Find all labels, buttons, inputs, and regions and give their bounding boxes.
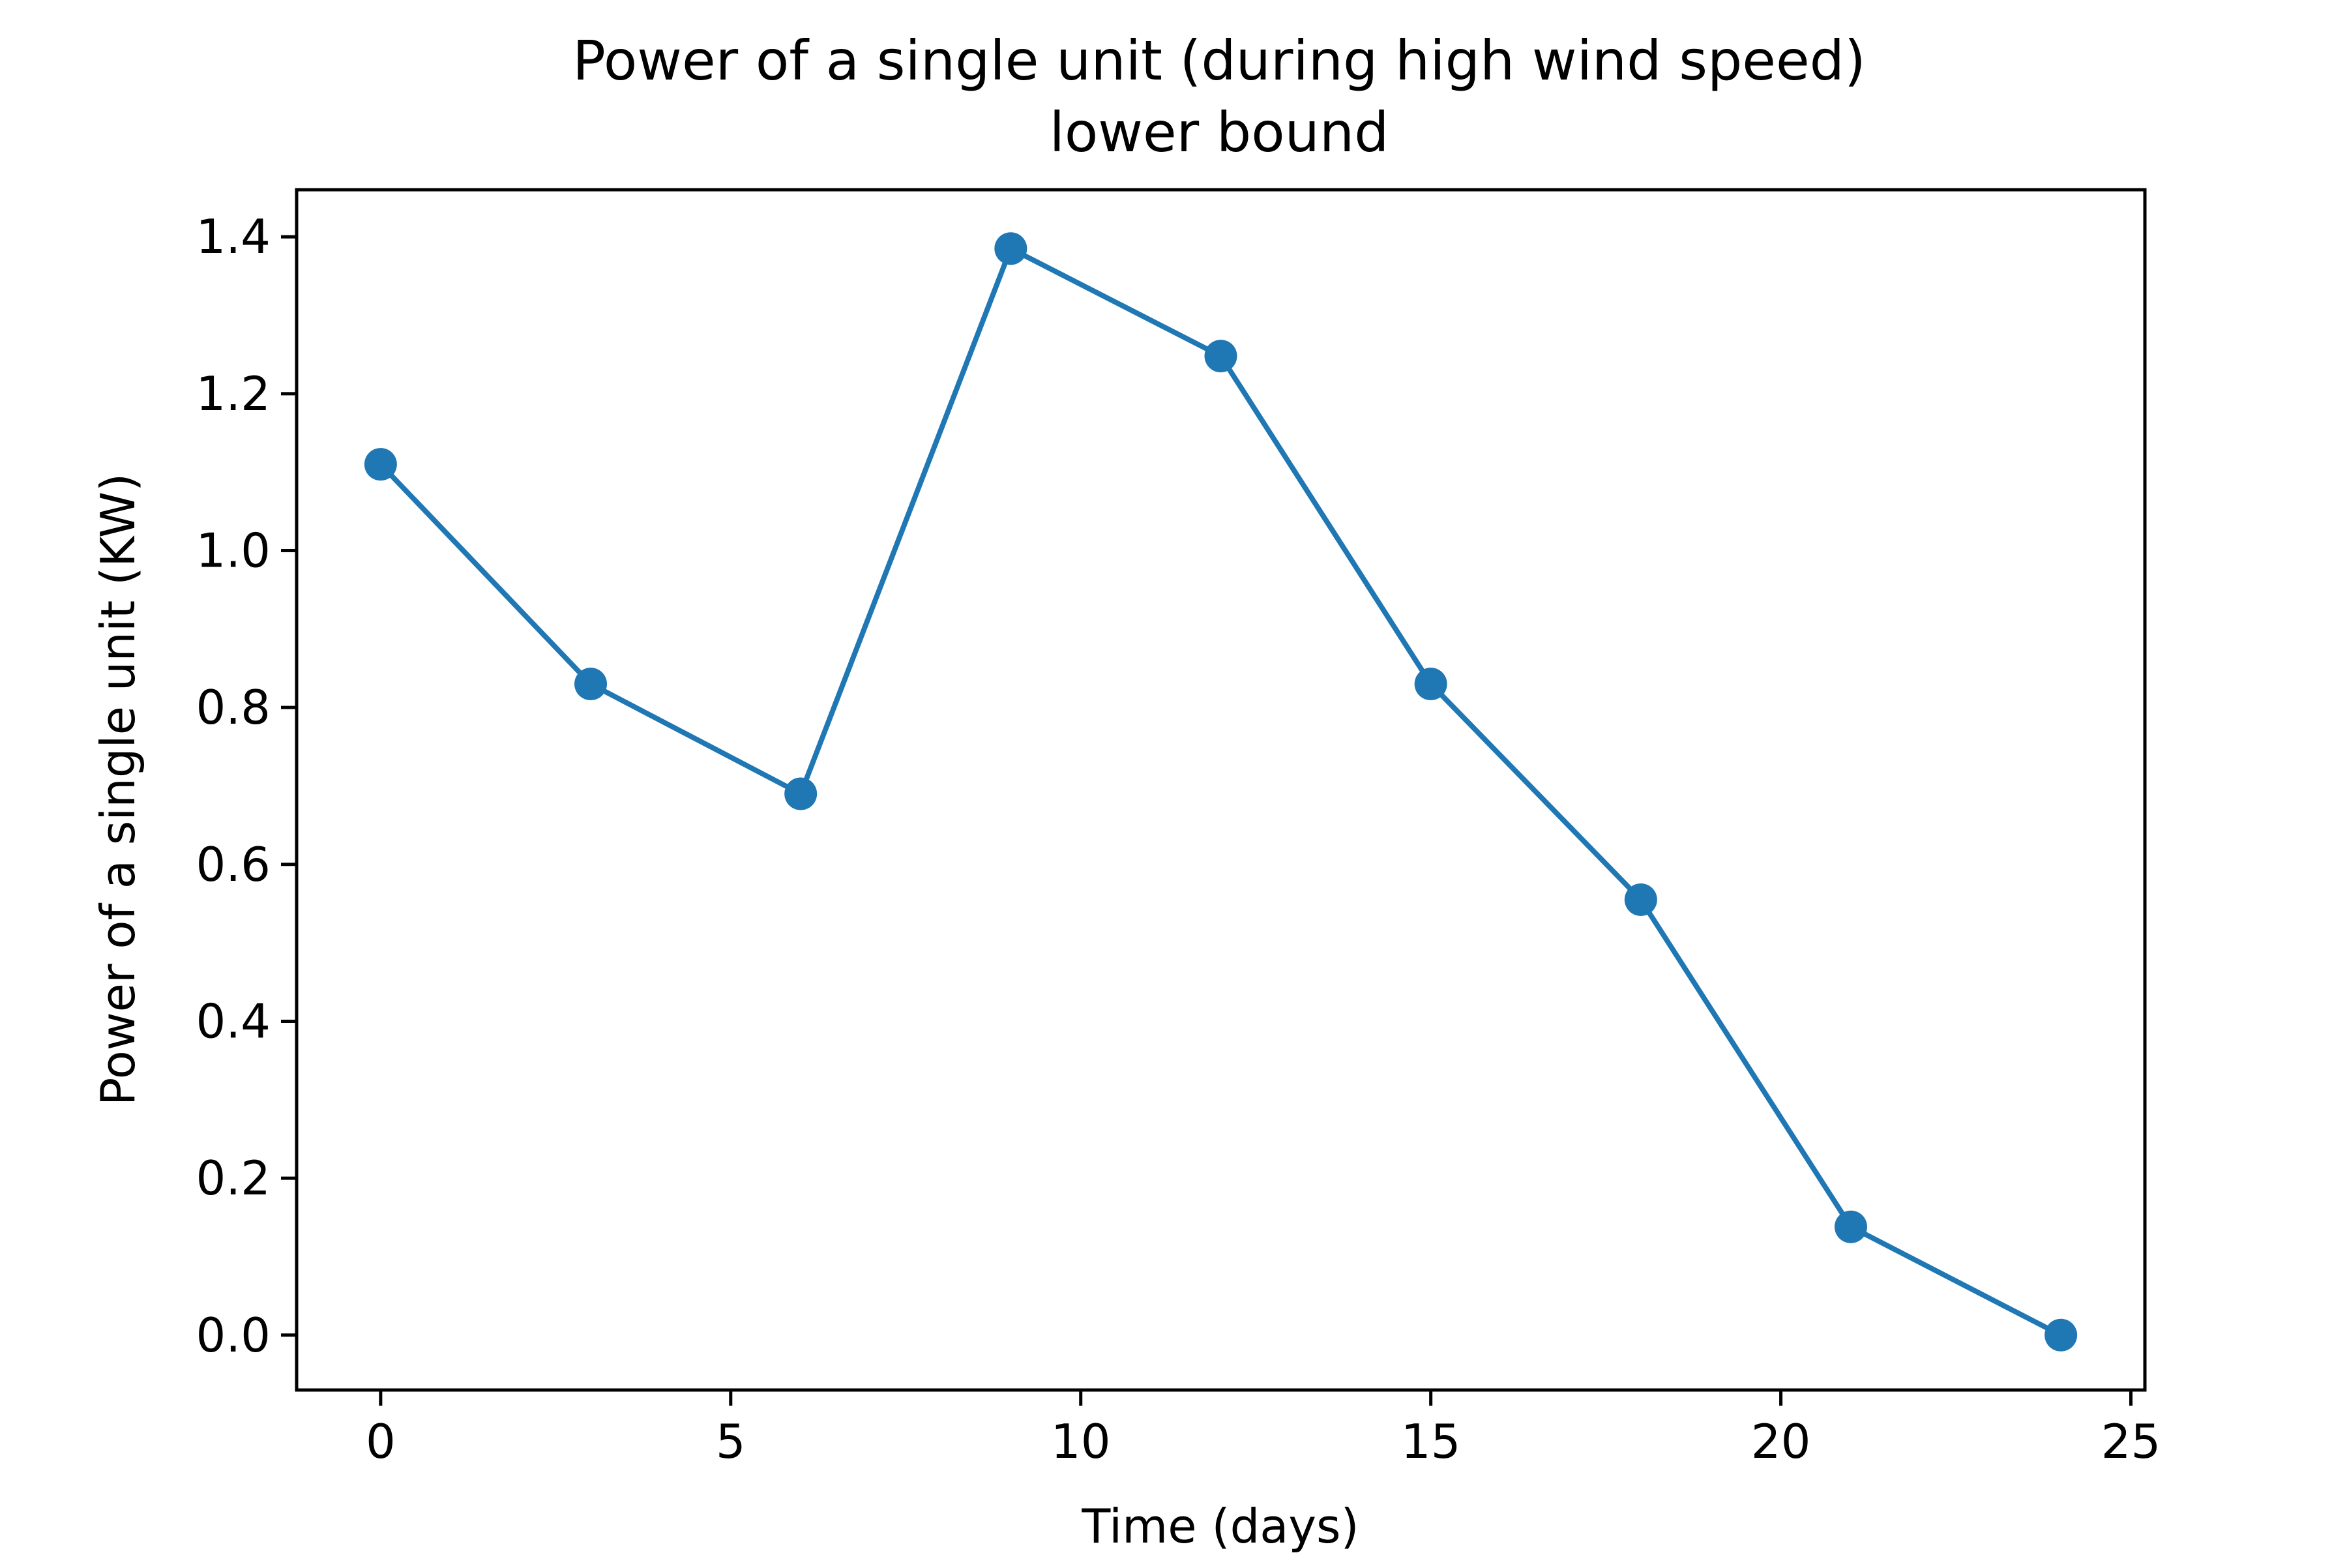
x-tick-label: 15 xyxy=(1401,1414,1461,1469)
data-point xyxy=(364,448,397,481)
data-point xyxy=(2044,1318,2078,1352)
series-line xyxy=(377,246,2064,1338)
data-point xyxy=(994,232,1027,265)
y-tick-label: 1.4 xyxy=(196,209,271,264)
x-axis-label: Time (days) xyxy=(1081,1499,1359,1554)
data-point xyxy=(1204,340,1237,373)
x-tick-label: 10 xyxy=(1051,1414,1111,1469)
chart-subtitle: lower bound xyxy=(1050,100,1389,164)
x-tick-label: 5 xyxy=(716,1414,746,1469)
x-tick-label: 0 xyxy=(366,1414,396,1469)
data-point xyxy=(1834,1210,1867,1243)
x-tick-label: 25 xyxy=(2101,1414,2161,1469)
data-point xyxy=(1624,883,1657,916)
data-point xyxy=(574,668,608,701)
y-axis-label: Power of a single unit (KW) xyxy=(91,473,145,1106)
plot-area xyxy=(364,232,2078,1352)
y-tick-label: 0.2 xyxy=(196,1151,271,1206)
y-tick-label: 0.0 xyxy=(196,1308,271,1363)
y-tick-label: 1.0 xyxy=(196,524,271,578)
x-axis: 0 5 10 15 20 25 xyxy=(366,1390,2161,1469)
axes-frame xyxy=(295,188,2147,1392)
x-tick-label: 20 xyxy=(1751,1414,1811,1469)
y-tick-label: 0.8 xyxy=(196,680,271,735)
data-point xyxy=(1414,668,1447,701)
y-tick-label: 1.2 xyxy=(196,366,271,421)
data-point xyxy=(784,777,818,810)
y-axis: 0.0 0.2 0.4 0.6 0.8 1.0 1.2 1.4 xyxy=(196,209,297,1363)
y-tick-label: 0.4 xyxy=(196,994,271,1048)
chart-title: Power of a single unit (during high wind… xyxy=(572,29,1865,93)
y-tick-label: 0.6 xyxy=(196,837,271,892)
